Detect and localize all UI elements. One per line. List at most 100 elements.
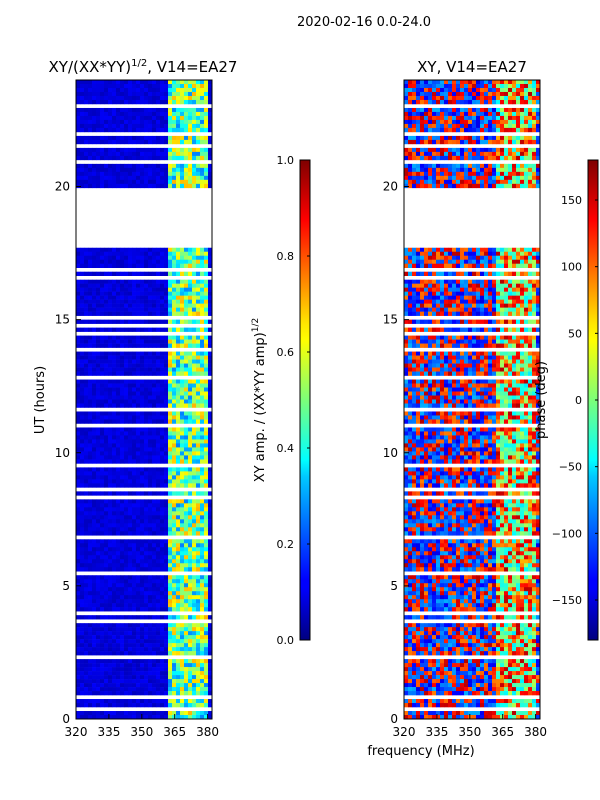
heatmap-cell (148, 667, 153, 672)
heatmap-cell (160, 467, 165, 472)
heatmap-cell (152, 519, 157, 524)
heatmap-cell (148, 599, 153, 604)
heatmap-cell (88, 367, 93, 372)
heatmap-cell (184, 359, 189, 364)
heatmap-cell (144, 451, 149, 456)
heatmap-cell (92, 683, 97, 688)
heatmap-cell (116, 419, 121, 424)
heatmap-cell (192, 711, 197, 716)
heatmap-cell (124, 615, 129, 620)
heatmap-cell (132, 327, 137, 332)
heatmap-cell (188, 679, 193, 684)
heatmap-cell (164, 403, 169, 408)
heatmap-cell (84, 355, 89, 360)
heatmap-cell (204, 683, 209, 688)
heatmap-cell (128, 80, 133, 85)
heatmap-cell (112, 295, 117, 300)
heatmap-cell (148, 431, 153, 436)
heatmap-cell (92, 311, 97, 316)
heatmap-cell (408, 163, 413, 169)
heatmap-cell (116, 543, 121, 548)
heatmap-cell (436, 123, 441, 129)
heatmap-cell (448, 147, 453, 153)
heatmap-cell (124, 667, 129, 672)
heatmap-cell (160, 319, 165, 324)
heatmap-cell (116, 379, 121, 384)
heatmap-cell (200, 675, 205, 680)
heatmap-cell (184, 115, 189, 121)
heatmap-cell (108, 163, 113, 169)
heatmap-cell (184, 427, 189, 432)
heatmap-cell (464, 127, 469, 133)
heatmap-cell (84, 579, 89, 584)
heatmap-cell (140, 667, 145, 672)
heatmap-cell (168, 623, 173, 628)
heatmap-cell (168, 363, 173, 368)
heatmap-cell (128, 687, 133, 692)
heatmap-cell (80, 355, 85, 360)
heatmap-cell (104, 175, 109, 181)
heatmap-cell (104, 623, 109, 628)
heatmap-cell (204, 295, 209, 300)
heatmap-cell (176, 371, 181, 376)
heatmap-cell (104, 183, 109, 189)
heatmap-cell (172, 403, 177, 408)
heatmap-cell (428, 175, 433, 181)
heatmap-cell (208, 371, 212, 376)
heatmap-cell (180, 135, 185, 141)
heatmap-cell (204, 499, 209, 504)
heatmap-cell (120, 583, 125, 588)
heatmap-cell (180, 83, 185, 89)
heatmap-cell (80, 151, 85, 157)
heatmap-cell (132, 607, 137, 612)
heatmap-cell (96, 279, 101, 284)
heatmap-cell (208, 307, 212, 312)
heatmap-cell (128, 583, 133, 588)
heatmap-cell (196, 111, 201, 117)
heatmap-cell (120, 595, 125, 600)
heatmap-cell (132, 471, 137, 476)
heatmap-cell (144, 471, 149, 476)
heatmap-cell (180, 599, 185, 604)
heatmap-cell (456, 119, 461, 125)
heatmap-cell (84, 459, 89, 464)
heatmap-cell (188, 711, 193, 716)
heatmap-cell (136, 703, 141, 708)
heatmap-cell (112, 603, 117, 608)
heatmap-cell (188, 547, 193, 552)
heatmap-cell (508, 179, 513, 185)
heatmap-cell (140, 295, 145, 300)
heatmap-cell (156, 679, 161, 684)
heatmap-cell (120, 327, 125, 332)
heatmap-cell (176, 247, 181, 253)
heatmap-cell (188, 443, 193, 448)
heatmap-cell (140, 87, 145, 93)
heatmap-cell (168, 87, 173, 93)
heatmap-cell (148, 383, 153, 388)
heatmap-cell (208, 311, 212, 316)
heatmap-cell (524, 91, 529, 97)
heatmap-cell (172, 287, 177, 292)
heatmap-cell (176, 523, 181, 528)
heatmap-cell (92, 559, 97, 564)
heatmap-cell (184, 583, 189, 588)
heatmap-cell (136, 115, 141, 121)
heatmap-cell (196, 367, 201, 372)
heatmap-cell (184, 451, 189, 456)
heatmap-cell (128, 411, 133, 416)
heatmap-cell (144, 435, 149, 440)
heatmap-cell (176, 691, 181, 696)
heatmap-cell (76, 555, 81, 560)
heatmap-cell (148, 635, 153, 640)
heatmap-cell (76, 643, 81, 648)
heatmap-cell (204, 479, 209, 484)
heatmap-cell (96, 555, 101, 560)
heatmap-cell (152, 367, 157, 372)
heatmap-cell (156, 627, 161, 632)
heatmap-cell (424, 155, 429, 161)
heatmap-cell (88, 287, 93, 292)
heatmap-cell (432, 127, 437, 133)
heatmap-cell (100, 107, 105, 113)
heatmap-cell (128, 451, 133, 456)
heatmap-cell (120, 555, 125, 560)
